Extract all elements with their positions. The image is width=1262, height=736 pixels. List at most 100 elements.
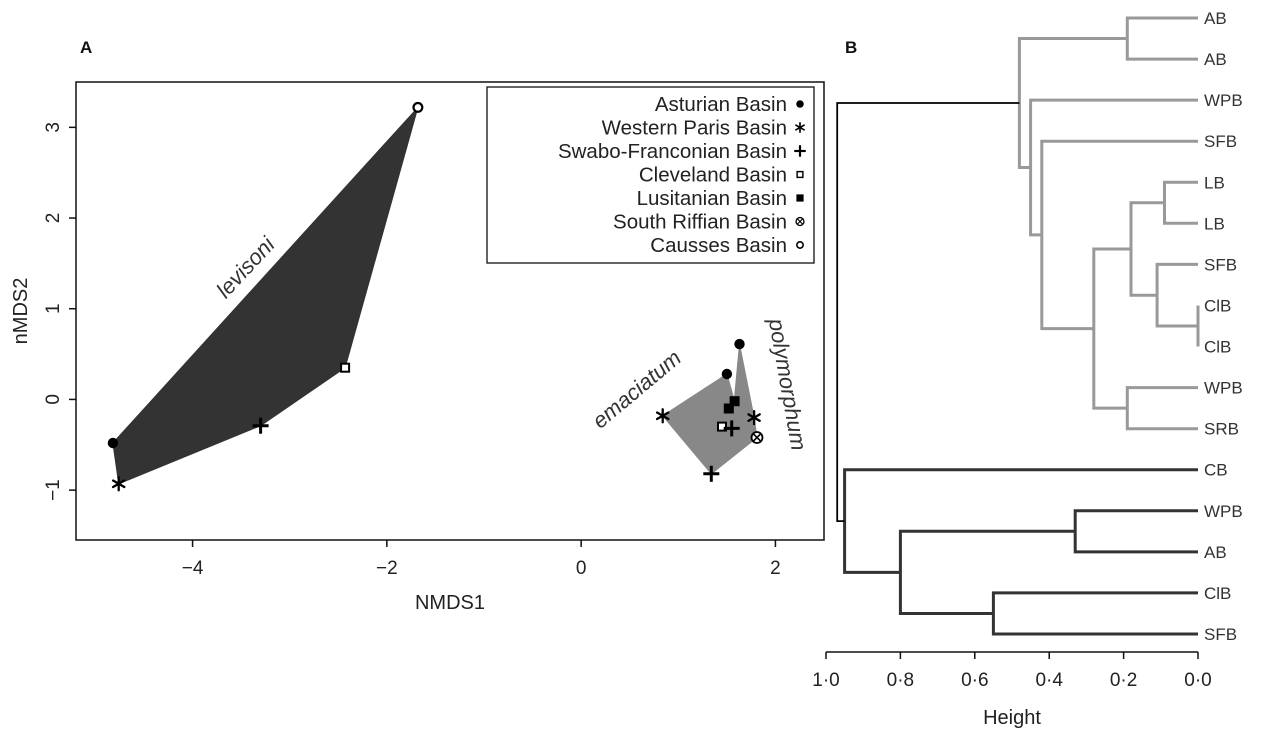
leaf-label: AB (1204, 50, 1227, 69)
dendrogram-branch (843, 468, 1198, 574)
group-label-polymorphum: polymorphum (764, 316, 812, 453)
plot-frame (75, 81, 825, 541)
legend-label: South Riffian Basin (613, 211, 787, 234)
dendrogram-branch (1040, 139, 1198, 331)
point-asterisk (655, 408, 670, 424)
legend-label: Swabo-Franconian Basin (558, 140, 787, 163)
legend-marker-asterisk (795, 121, 805, 134)
point-dot (721, 368, 733, 380)
y-tick-label: 2 (43, 213, 64, 224)
leaf-label: WPB (1204, 502, 1243, 521)
point-circled-cross (750, 431, 764, 444)
legend-marker-group (796, 241, 804, 249)
dendrogram-branch (1125, 386, 1198, 431)
dendrogram-branch (1125, 16, 1198, 61)
legend-marker-open-circle (796, 241, 804, 249)
legend-label: Causses Basin (650, 234, 787, 257)
leaf-label: ClB (1204, 584, 1231, 603)
legend-marker-dot (796, 100, 804, 108)
dendrogram-branch (1029, 98, 1198, 237)
legend-label: Asturian Basin (655, 93, 787, 116)
legend-box (486, 86, 815, 264)
dendrogram-branch (991, 591, 1198, 636)
point-dot (107, 437, 119, 449)
height-tick-label: 0·8 (887, 670, 914, 691)
dendrogram-branch (1163, 180, 1198, 225)
dendrogram-branch (836, 102, 1020, 522)
leaf-label: AB (1204, 9, 1227, 28)
legend-label: Lusitanian Basin (637, 187, 787, 210)
dendrogram-tree (836, 16, 1200, 636)
leaf-label: SFB (1204, 625, 1237, 644)
hull-polymorphum (710, 343, 758, 475)
dendrogram-branch (1092, 247, 1131, 410)
y-axis-title: nMDS2 (10, 278, 32, 345)
panel-letter-a: A (80, 38, 92, 57)
point-plus (723, 420, 740, 437)
y-tick-label: −1 (43, 479, 64, 501)
height-tick-label: 0·0 (1184, 670, 1211, 691)
legend-marker-group (795, 216, 805, 227)
point-plus (252, 417, 269, 434)
group-hulls (112, 106, 758, 485)
legend-marker-group (796, 170, 804, 179)
panel-letter-b: B (845, 38, 857, 57)
legend-marker-group (795, 121, 805, 134)
legend-marker-circled-cross (795, 216, 805, 227)
dendrogram-branch (1129, 201, 1165, 297)
leaf-label: AB (1204, 543, 1227, 562)
legend-marker-filled-square (796, 194, 804, 202)
leaf-label: LB (1204, 214, 1225, 233)
legend-label: Western Paris Basin (602, 117, 787, 140)
height-tick-label: 1·0 (812, 670, 839, 691)
y-tick-label: 0 (43, 394, 64, 405)
legend-marker-group (796, 100, 804, 108)
y-tick-label: 3 (43, 122, 64, 133)
dendrogram-branch (1155, 262, 1198, 328)
legend-label: Cleveland Basin (639, 164, 787, 187)
y-tick-label: 1 (43, 303, 64, 314)
point-filled-square (729, 396, 740, 407)
leaf-label: SFB (1204, 132, 1237, 151)
point-asterisk (111, 476, 126, 492)
leaf-label: LB (1204, 173, 1225, 192)
point-dot (734, 338, 745, 350)
x-tick-label: −4 (182, 558, 204, 579)
leaf-label: ClB (1204, 338, 1231, 357)
x-tick-label: −2 (376, 558, 398, 579)
leaf-label: WPB (1204, 379, 1243, 398)
point-open-square (717, 421, 727, 432)
leaf-label: CB (1204, 461, 1228, 480)
legend-marker-plus (794, 145, 806, 157)
leaf-label: SFB (1204, 255, 1237, 274)
dendrogram-branch (1017, 37, 1128, 169)
point-open-circle (412, 101, 424, 113)
height-axis-title: Height (983, 707, 1041, 729)
point-filled-square (723, 403, 734, 414)
height-axis: 1·0 0·8 0·6 0·4 0·2 0·0 (812, 651, 1212, 691)
point-asterisk (747, 409, 761, 426)
x-tick-label: 0 (576, 558, 587, 579)
dendrogram-panel: B AB AB WPB SFB LB LB SFB ClB ClB WPB SRB CB WPB AB Cl… (812, 9, 1242, 729)
y-axis: −1 0 1 2 3 (43, 122, 76, 501)
legend-marker-open-square (796, 170, 804, 179)
x-axis: −4 −2 0 2 (182, 540, 781, 579)
point-plus (703, 465, 720, 482)
leaf-label: ClB (1204, 296, 1231, 315)
height-tick-label: 0·6 (961, 670, 988, 691)
legend-marker-group (796, 194, 804, 202)
hull-levisoni (112, 106, 419, 485)
x-tick-label: 2 (770, 558, 781, 579)
leaf-labels: AB AB WPB SFB LB LB SFB ClB ClB WPB SRB CB WPB AB ClB S… (1204, 9, 1243, 644)
height-tick-label: 0·4 (1035, 670, 1063, 691)
dendrogram-branch (1073, 509, 1198, 554)
data-points (107, 101, 764, 492)
point-open-square (340, 362, 351, 373)
dendrogram-branch (898, 529, 1076, 615)
height-tick-label: 0·2 (1110, 670, 1137, 691)
legend-marker-group (794, 145, 806, 157)
x-axis-title: NMDS1 (415, 592, 485, 614)
